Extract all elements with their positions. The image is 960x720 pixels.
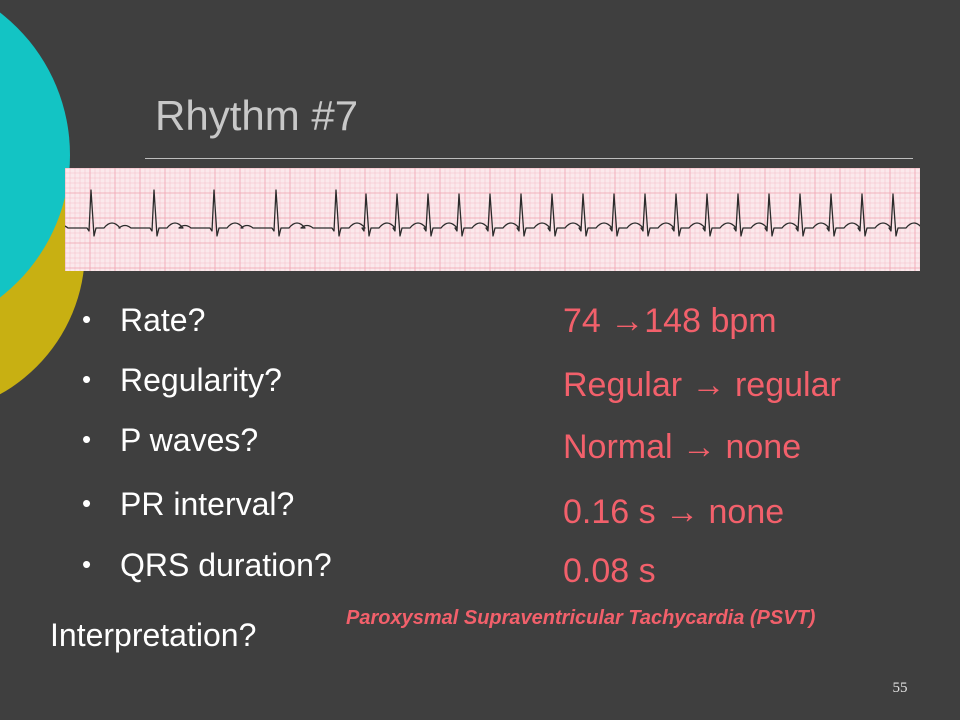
question-p-waves: • P waves? (82, 422, 258, 459)
slide-title: Rhythm #7 (155, 92, 359, 139)
answer-pr-interval: 0.16 s → none (563, 493, 785, 531)
question-rate: • Rate? (82, 302, 205, 339)
answer-regularity: Regular → regular (563, 366, 841, 404)
ecg-paper (65, 168, 920, 271)
interpretation-label: Interpretation? (50, 617, 257, 653)
answer-rate: 74 →148 bpm (563, 302, 777, 340)
answer-p-waves: Normal → none (563, 428, 802, 466)
ecg-trace (65, 189, 920, 237)
question-regularity: • Regularity? (82, 362, 282, 399)
interpretation-answer: Paroxysmal Supraventricular Tachycardia … (346, 607, 816, 629)
question-pr-interval: • PR interval? (82, 486, 294, 523)
answer-qrs-duration: 0.08 s (563, 552, 656, 590)
title-divider (145, 158, 913, 159)
bullet-icon: • (82, 304, 92, 334)
bullet-icon: • (82, 488, 92, 518)
question-label: Rate? (120, 302, 206, 338)
question-label: PR interval? (120, 486, 295, 522)
bullet-icon: • (82, 549, 92, 579)
question-qrs-duration: • QRS duration? (82, 547, 332, 584)
bullet-icon: • (82, 424, 92, 454)
question-label: Regularity? (120, 362, 282, 398)
ecg-grid-major (65, 168, 920, 271)
decorative-circles (0, 12, 85, 395)
teal-circle (0, 12, 70, 298)
bullet-icon: • (82, 364, 92, 394)
slide-number: 55 (892, 680, 908, 696)
question-label: P waves? (120, 422, 259, 458)
question-label: QRS duration? (120, 547, 332, 583)
ecg-strip (65, 168, 920, 271)
